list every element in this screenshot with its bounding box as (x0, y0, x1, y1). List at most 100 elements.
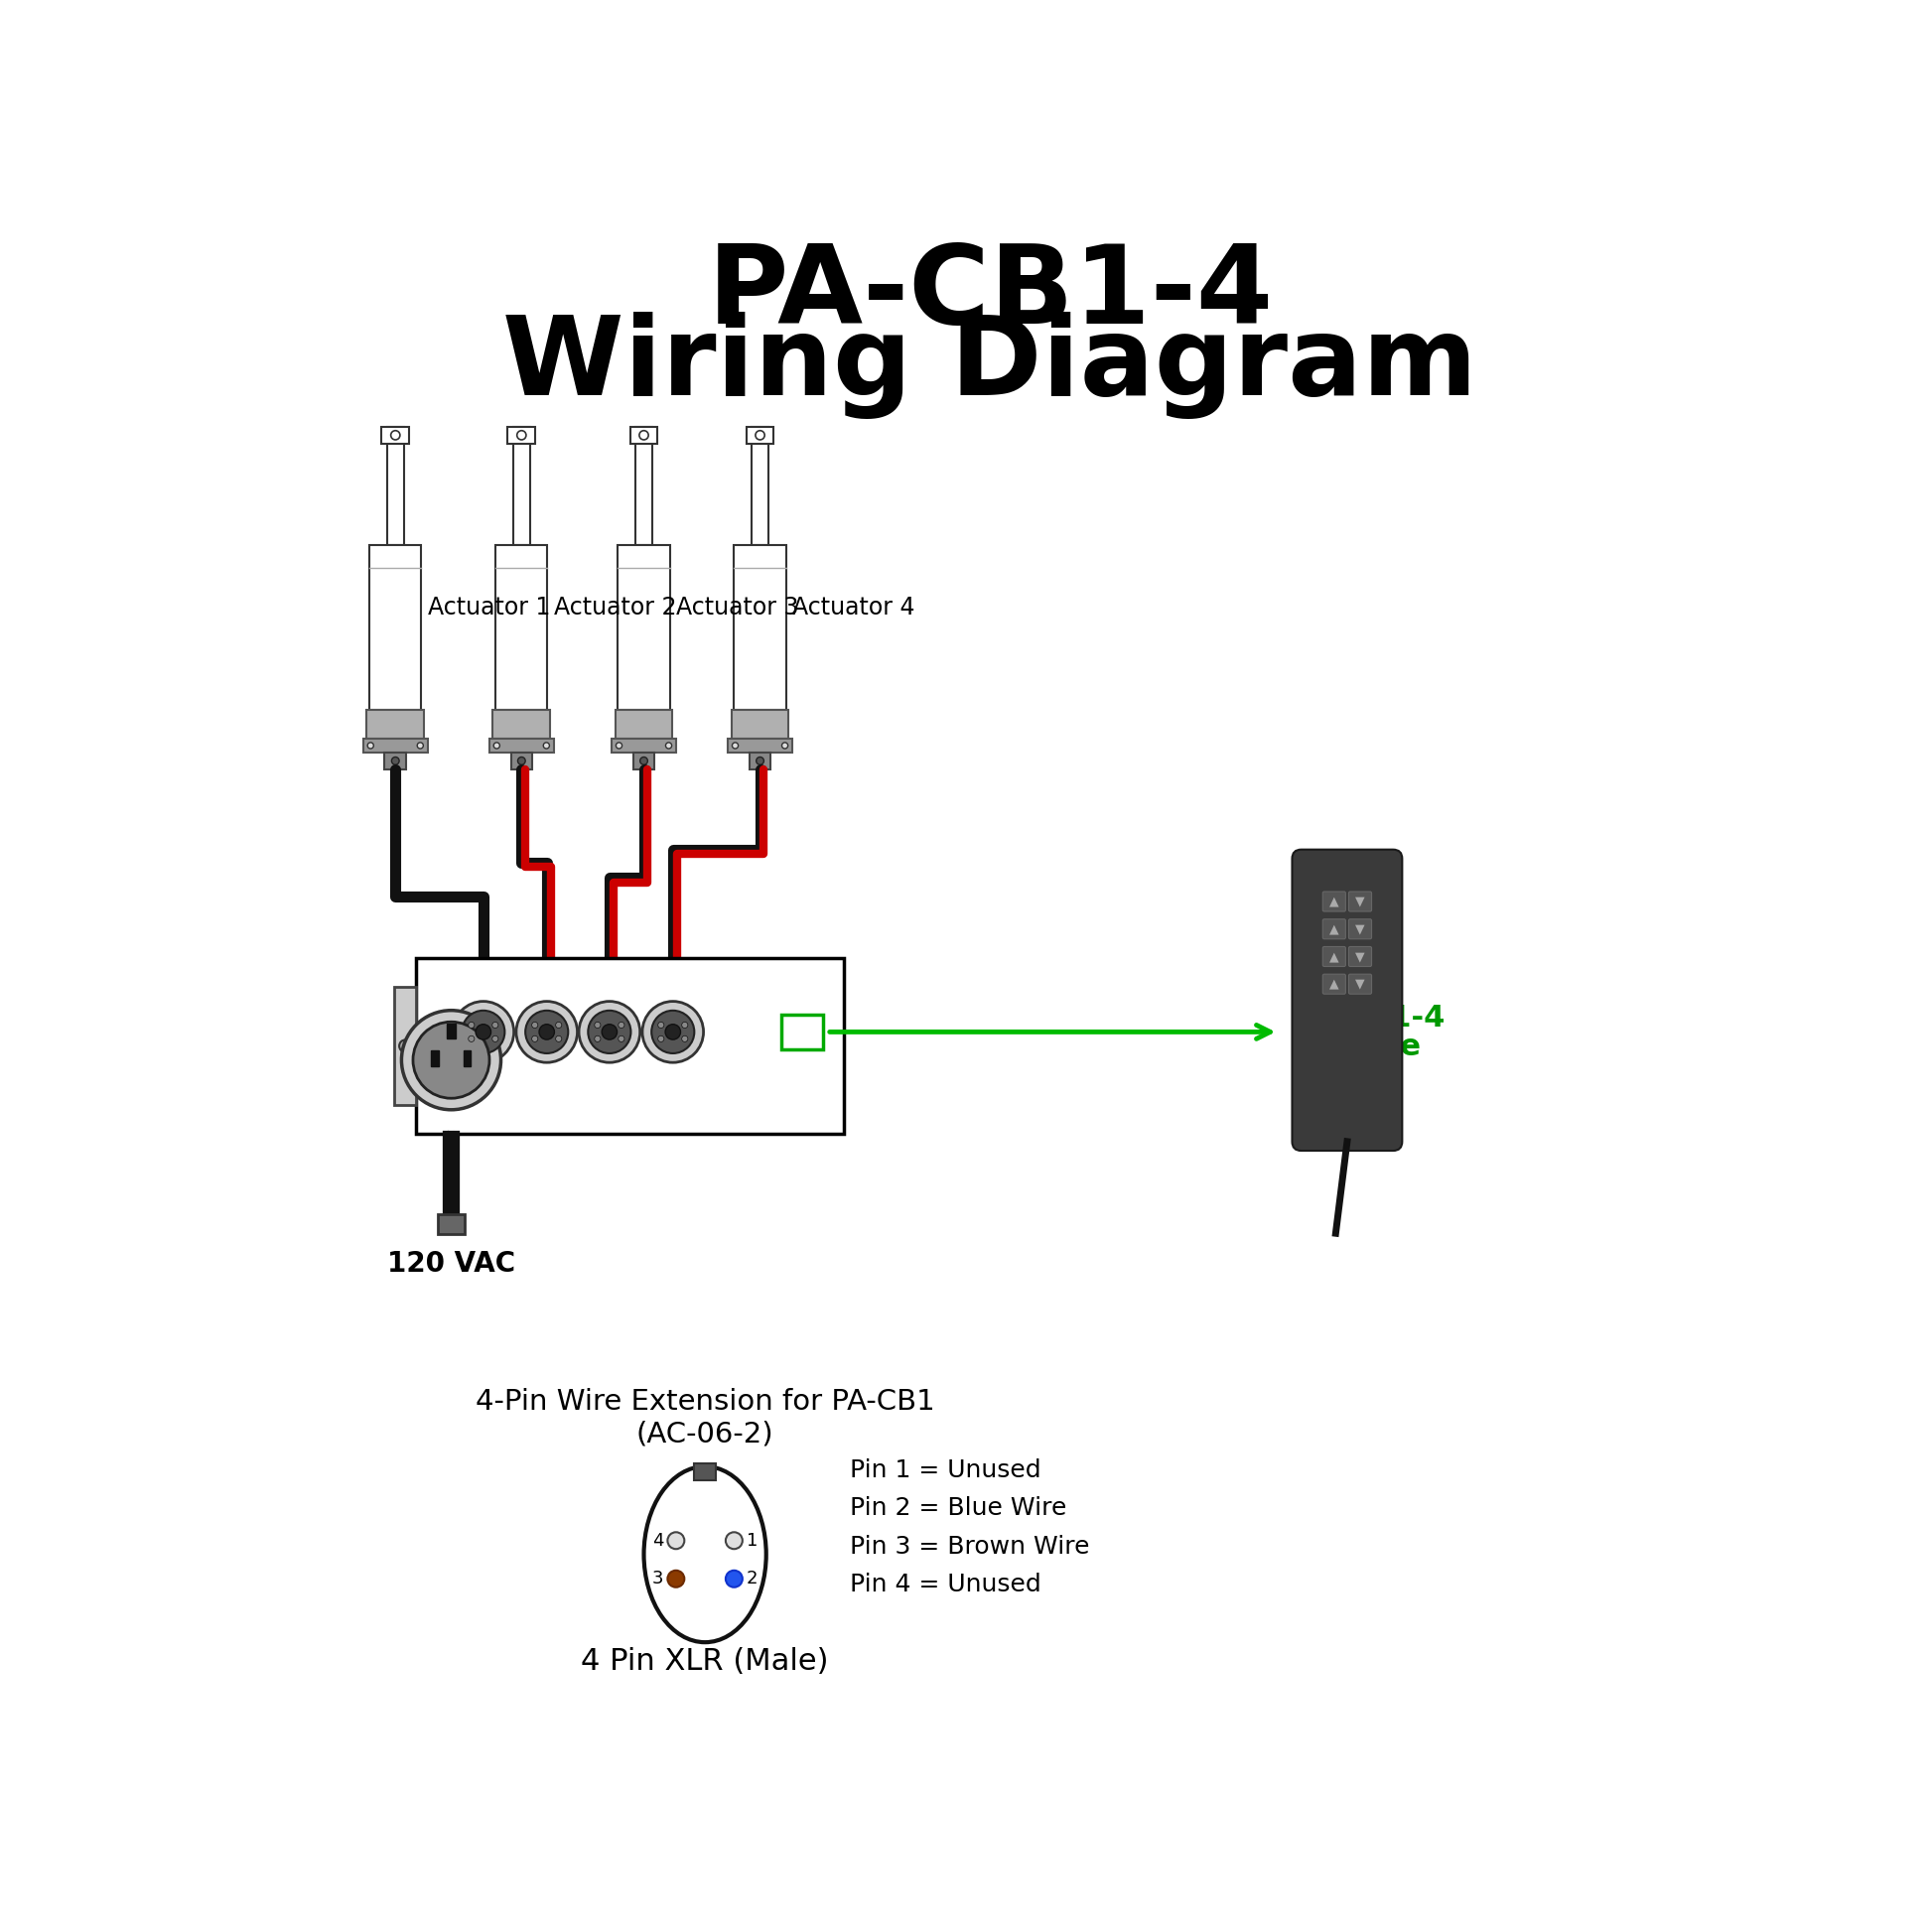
Circle shape (726, 1571, 742, 1588)
Circle shape (518, 431, 526, 440)
Circle shape (493, 1036, 498, 1041)
Bar (734, 545, 786, 709)
FancyBboxPatch shape (1349, 974, 1372, 993)
Bar (508, 427, 535, 444)
Bar (732, 709, 788, 738)
Circle shape (668, 1571, 684, 1588)
Circle shape (682, 1036, 688, 1041)
Text: Pin 1 = Unused: Pin 1 = Unused (850, 1459, 1041, 1482)
Text: Pin 3 = Brown Wire: Pin 3 = Brown Wire (850, 1534, 1090, 1559)
Circle shape (618, 1036, 624, 1041)
Circle shape (531, 1036, 537, 1041)
Circle shape (468, 1036, 475, 1041)
Circle shape (601, 1024, 616, 1039)
Text: (AC-06-2): (AC-06-2) (636, 1420, 775, 1449)
Text: 4 Pin XLR (Male): 4 Pin XLR (Male) (582, 1646, 829, 1675)
Bar (369, 545, 421, 709)
Circle shape (587, 1010, 632, 1053)
Circle shape (726, 1532, 742, 1549)
Text: Pin 4 = Unused: Pin 4 = Unused (850, 1573, 1041, 1598)
Circle shape (495, 742, 500, 748)
Circle shape (580, 1001, 639, 1063)
Bar (431, 1051, 439, 1066)
Circle shape (390, 431, 400, 440)
Circle shape (595, 1022, 601, 1028)
Circle shape (639, 431, 649, 440)
FancyBboxPatch shape (1349, 947, 1372, 966)
Circle shape (526, 1010, 568, 1053)
Circle shape (782, 742, 788, 748)
Circle shape (667, 742, 672, 748)
Bar (384, 752, 406, 769)
Text: ▼: ▼ (1356, 978, 1364, 991)
Bar (694, 1463, 715, 1480)
Text: 120 VAC: 120 VAC (386, 1250, 516, 1277)
Circle shape (468, 1022, 475, 1028)
Bar (510, 752, 531, 769)
Circle shape (413, 1022, 489, 1097)
Bar (464, 1051, 471, 1066)
Text: 3: 3 (653, 1571, 665, 1588)
Circle shape (659, 1022, 665, 1028)
Circle shape (682, 1022, 688, 1028)
Circle shape (595, 1036, 601, 1041)
Bar (489, 738, 554, 752)
Circle shape (516, 1001, 578, 1063)
Text: Actuator 2: Actuator 2 (554, 595, 676, 620)
Text: ▲: ▲ (1329, 951, 1339, 962)
Bar (446, 1024, 456, 1039)
Circle shape (462, 1010, 504, 1053)
Circle shape (475, 1024, 491, 1039)
Circle shape (665, 1024, 680, 1039)
Circle shape (367, 742, 373, 748)
Bar (611, 738, 676, 752)
FancyBboxPatch shape (1349, 920, 1372, 939)
Bar (728, 738, 792, 752)
Circle shape (518, 757, 526, 765)
FancyBboxPatch shape (1323, 947, 1345, 966)
Circle shape (616, 742, 622, 748)
Circle shape (618, 1022, 624, 1028)
Text: Actuator 3: Actuator 3 (676, 595, 798, 620)
Text: ▼: ▼ (1356, 951, 1364, 962)
Circle shape (392, 757, 400, 765)
FancyBboxPatch shape (1293, 850, 1403, 1151)
Text: ▼: ▼ (1356, 895, 1364, 908)
Text: Wiring Diagram: Wiring Diagram (502, 311, 1478, 419)
Text: 2: 2 (746, 1571, 757, 1588)
FancyBboxPatch shape (1323, 891, 1345, 912)
Circle shape (668, 1532, 684, 1549)
Bar (383, 427, 410, 444)
Ellipse shape (643, 1466, 767, 1642)
FancyBboxPatch shape (1349, 891, 1372, 912)
Text: ▲: ▲ (1329, 895, 1339, 908)
Text: ▼: ▼ (1356, 923, 1364, 935)
Bar (367, 709, 423, 738)
Text: 4: 4 (653, 1532, 665, 1549)
Bar (394, 987, 415, 1105)
Bar (363, 738, 427, 752)
Circle shape (556, 1022, 562, 1028)
Bar (781, 1014, 823, 1049)
Bar (514, 427, 529, 545)
Bar (614, 709, 672, 738)
Text: 1: 1 (746, 1532, 757, 1549)
Text: ▲: ▲ (1329, 978, 1339, 991)
Text: Actuator 4: Actuator 4 (792, 595, 914, 620)
Circle shape (452, 1001, 514, 1063)
Circle shape (493, 1022, 498, 1028)
Circle shape (417, 742, 423, 748)
Circle shape (755, 757, 763, 765)
Circle shape (755, 431, 765, 440)
Bar (493, 709, 551, 738)
Bar (750, 752, 771, 769)
Text: PA-CB1-4: PA-CB1-4 (707, 240, 1273, 346)
Text: Actuator 1: Actuator 1 (427, 595, 551, 620)
Bar (636, 427, 653, 545)
Text: Remote: Remote (1291, 1034, 1420, 1061)
Circle shape (539, 1024, 554, 1039)
Bar (415, 958, 844, 1134)
Text: PA-CB1-4: PA-CB1-4 (1291, 1005, 1445, 1032)
Circle shape (556, 1036, 562, 1041)
Circle shape (402, 1010, 500, 1109)
